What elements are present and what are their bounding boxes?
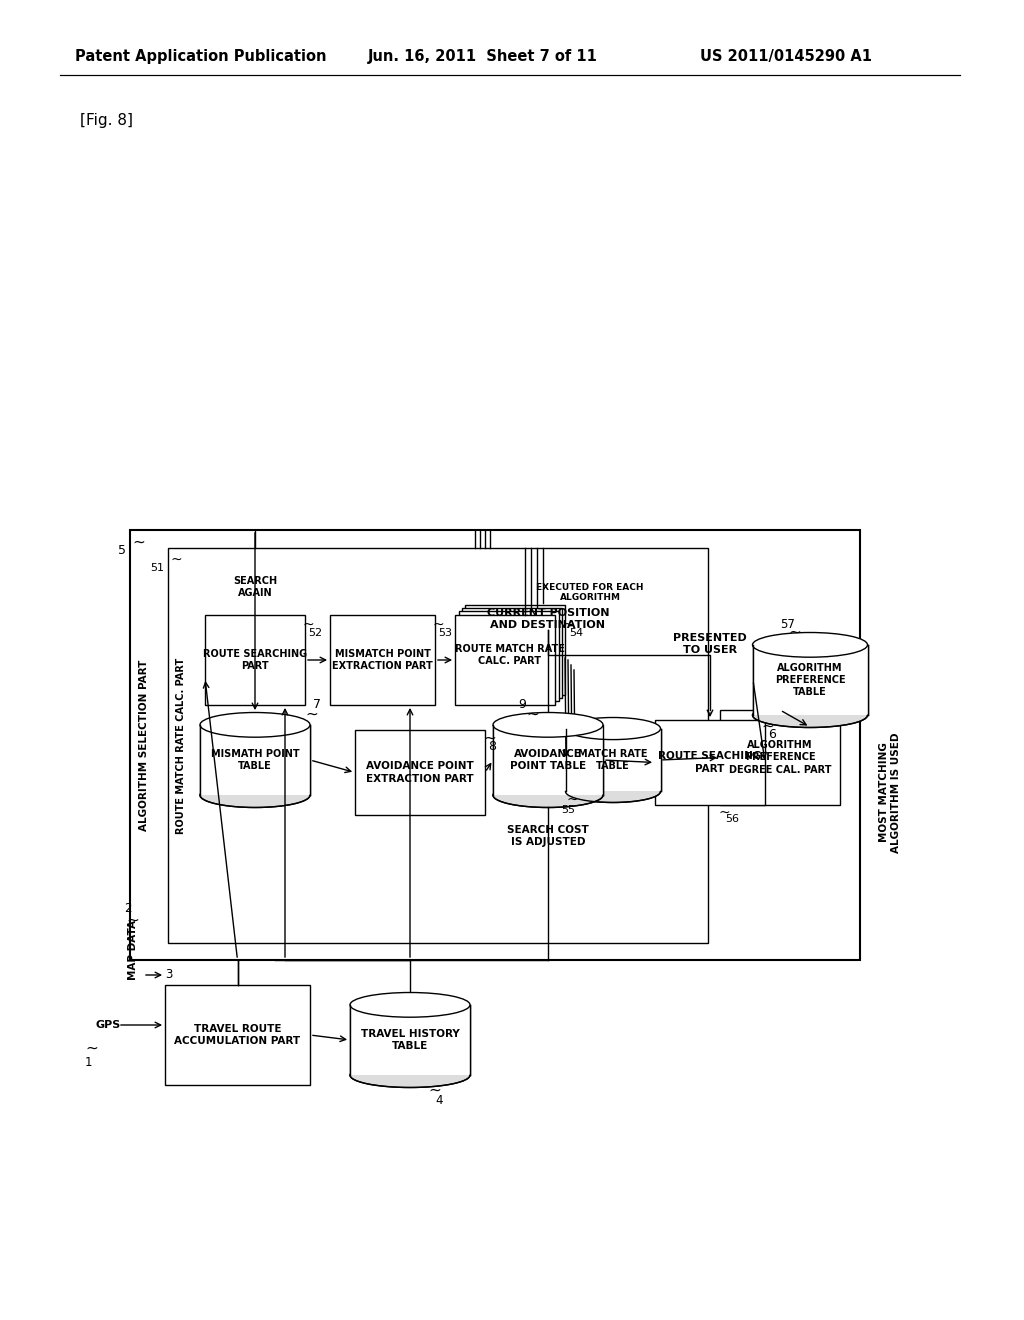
Text: ~: ~ — [761, 718, 774, 734]
Ellipse shape — [753, 702, 867, 727]
Text: 9: 9 — [518, 698, 526, 711]
Text: TRAVEL HISTORY
TABLE: TRAVEL HISTORY TABLE — [360, 1028, 460, 1051]
Ellipse shape — [350, 1063, 470, 1088]
Text: ~: ~ — [86, 1040, 98, 1056]
Ellipse shape — [350, 993, 470, 1018]
Text: ALGORITHM
PREFERENCE
TABLE: ALGORITHM PREFERENCE TABLE — [775, 663, 846, 697]
Text: 4: 4 — [435, 1093, 442, 1106]
Bar — [200, 725, 310, 795]
Bar — [462, 609, 562, 698]
Text: MAP DATA: MAP DATA — [128, 920, 138, 979]
Text: ALGORITHM SELECTION PART: ALGORITHM SELECTION PART — [139, 659, 150, 830]
Text: ALGORITHM
PREFERENCE
DEGREE CAL. PART: ALGORITHM PREFERENCE DEGREE CAL. PART — [729, 741, 831, 775]
Text: 2: 2 — [124, 902, 132, 915]
Text: ~: ~ — [428, 1082, 440, 1097]
Text: 51: 51 — [150, 564, 164, 573]
Bar — [465, 605, 565, 696]
Text: ROUTE MATCH RATE CALC. PART: ROUTE MATCH RATE CALC. PART — [176, 657, 186, 834]
Bar — [330, 615, 435, 705]
Text: 53: 53 — [438, 628, 452, 638]
Text: CURRENT POSITION
AND DESTINATION: CURRENT POSITION AND DESTINATION — [486, 607, 609, 630]
Bar — [720, 710, 840, 805]
Text: PRESENTED
TO USER: PRESENTED TO USER — [673, 632, 746, 655]
Ellipse shape — [493, 713, 603, 737]
Bar — [350, 1005, 470, 1076]
Text: [Fig. 8]: [Fig. 8] — [80, 112, 133, 128]
Text: ROUTE MATCH RATE
CALC. PART: ROUTE MATCH RATE CALC. PART — [455, 644, 565, 667]
Bar — [165, 985, 310, 1085]
Text: ~: ~ — [303, 618, 314, 632]
Text: 52: 52 — [308, 628, 323, 638]
Text: 57: 57 — [780, 619, 795, 631]
Text: EXECUTED FOR EACH
ALGORITHM: EXECUTED FOR EACH ALGORITHM — [537, 583, 644, 602]
Text: ~: ~ — [526, 706, 539, 722]
Ellipse shape — [753, 632, 867, 657]
Bar — [459, 611, 559, 701]
Text: ~: ~ — [788, 624, 801, 639]
Text: MISMATCH POINT
EXTRACTION PART: MISMATCH POINT EXTRACTION PART — [332, 649, 433, 671]
Text: AVOIDANCE
POINT TABLE: AVOIDANCE POINT TABLE — [510, 748, 586, 771]
Text: ROUTE SEARCHING
PART: ROUTE SEARCHING PART — [203, 649, 307, 671]
Text: ~: ~ — [170, 553, 181, 568]
Bar — [130, 531, 860, 960]
Bar — [168, 548, 708, 942]
Text: 8: 8 — [488, 739, 496, 752]
Text: 55: 55 — [561, 805, 575, 814]
Bar — [455, 615, 555, 705]
Text: TRAVEL ROUTE
ACCUMULATION PART: TRAVEL ROUTE ACCUMULATION PART — [174, 1024, 301, 1047]
Bar — [355, 730, 485, 814]
Text: GPS: GPS — [95, 1020, 120, 1030]
Text: 56: 56 — [725, 814, 739, 824]
Text: 54: 54 — [569, 628, 583, 638]
Text: MATCH RATE
TABLE: MATCH RATE TABLE — [579, 748, 648, 771]
Text: SEARCH
AGAIN: SEARCH AGAIN — [232, 576, 278, 598]
Text: Patent Application Publication: Patent Application Publication — [75, 49, 327, 65]
Text: ROUTE SEACHING
PART: ROUTE SEACHING PART — [658, 751, 762, 774]
Ellipse shape — [493, 783, 603, 808]
Text: MOST MATCHING
ALGORITHM IS USED: MOST MATCHING ALGORITHM IS USED — [880, 733, 901, 853]
Bar — [655, 719, 765, 805]
Text: ~: ~ — [566, 793, 578, 807]
Text: 5: 5 — [118, 544, 126, 557]
Bar — [753, 645, 867, 715]
Ellipse shape — [200, 783, 310, 808]
Text: 6: 6 — [768, 727, 776, 741]
Text: 1: 1 — [84, 1056, 92, 1068]
Text: 3: 3 — [165, 969, 172, 982]
Text: ~: ~ — [132, 535, 144, 549]
Text: ~: ~ — [483, 730, 496, 746]
Text: ~: ~ — [305, 706, 317, 722]
Text: MISMATH POINT
TABLE: MISMATH POINT TABLE — [211, 748, 299, 771]
Bar — [493, 725, 603, 795]
Text: 7: 7 — [313, 698, 321, 711]
Ellipse shape — [565, 780, 660, 803]
Text: ~: ~ — [127, 912, 139, 928]
Text: ~: ~ — [563, 618, 574, 632]
Text: Jun. 16, 2011  Sheet 7 of 11: Jun. 16, 2011 Sheet 7 of 11 — [368, 49, 598, 65]
Text: SEARCH COST
IS ADJUSTED: SEARCH COST IS ADJUSTED — [507, 825, 589, 846]
Text: ~: ~ — [718, 807, 730, 820]
Bar — [565, 729, 660, 792]
Text: ~: ~ — [433, 618, 444, 632]
Ellipse shape — [565, 718, 660, 739]
Ellipse shape — [200, 713, 310, 737]
Bar — [205, 615, 305, 705]
Text: US 2011/0145290 A1: US 2011/0145290 A1 — [700, 49, 872, 65]
Text: AVOIDANCE POINT
EXTRACTION PART: AVOIDANCE POINT EXTRACTION PART — [367, 762, 474, 784]
